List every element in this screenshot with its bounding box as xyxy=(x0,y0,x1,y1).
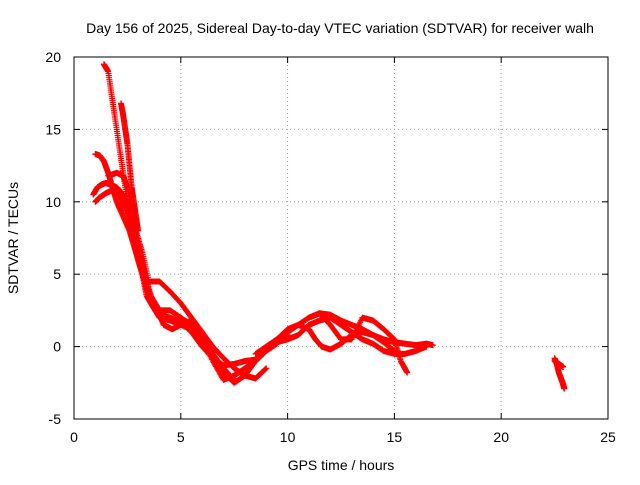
data-point xyxy=(561,385,568,392)
axis-ticks xyxy=(73,56,609,420)
data-point xyxy=(560,363,567,370)
data-point xyxy=(423,343,430,350)
y-tick-label: -5 xyxy=(49,411,62,427)
y-tick-label: 15 xyxy=(45,121,61,137)
x-tick-label: 25 xyxy=(600,429,616,445)
x-axis-label: GPS time / hours xyxy=(288,457,395,473)
y-axis-label: SDTVAR / TECUs xyxy=(5,182,21,294)
y-tick-label: 5 xyxy=(53,266,61,282)
x-tick-label: 0 xyxy=(70,429,78,445)
x-tick-label: 20 xyxy=(493,429,509,445)
y-tick-label: 10 xyxy=(45,194,61,210)
y-tick-label: 0 xyxy=(53,339,61,355)
x-tick-label: 10 xyxy=(280,429,296,445)
x-tick-label: 5 xyxy=(177,429,185,445)
data-point xyxy=(135,227,142,234)
data-point xyxy=(262,366,269,373)
data-point xyxy=(404,369,411,376)
data-points xyxy=(90,61,568,392)
data-point xyxy=(429,342,436,349)
data-point xyxy=(263,365,270,372)
grid xyxy=(74,57,608,419)
tick-labels: 0 5 10 15 20 25 -5 0 5 10 15 20 xyxy=(45,49,616,445)
x-tick-label: 15 xyxy=(387,429,403,445)
y-tick-label: 20 xyxy=(45,49,61,65)
chart-title: Day 156 of 2025, Sidereal Day-to-day VTE… xyxy=(86,20,594,36)
plot-frame xyxy=(73,56,609,420)
